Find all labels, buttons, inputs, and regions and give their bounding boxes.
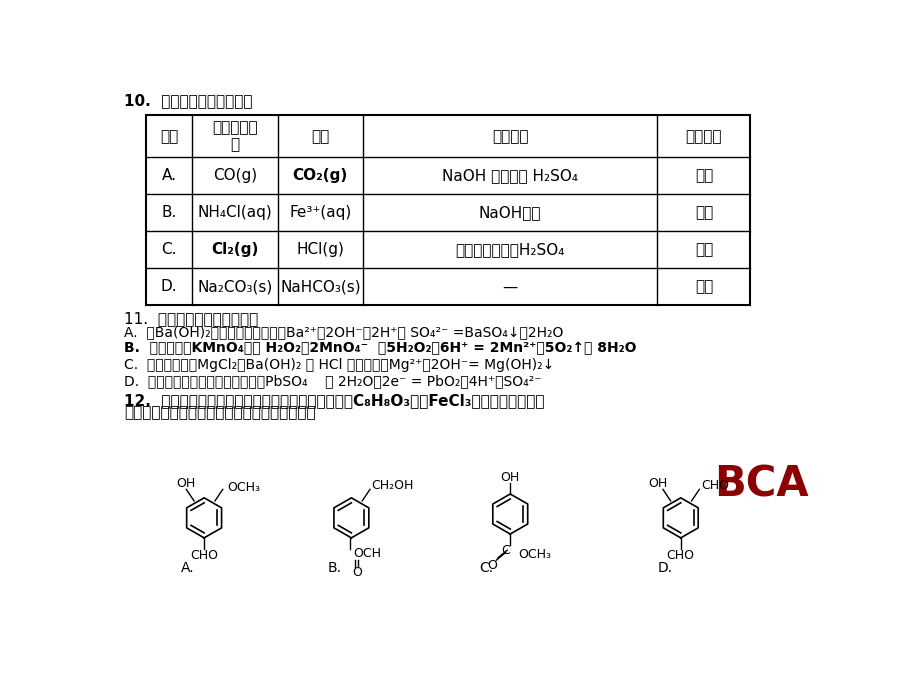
Text: 杂质: 杂质 [311, 129, 329, 144]
Text: CHO: CHO [190, 549, 218, 562]
Text: NaOH 溶液、浓 H₂SO₄: NaOH 溶液、浓 H₂SO₄ [442, 168, 578, 184]
Text: D.  铅酸蓄电池充电时的正极反应：PbSO₄    ＋ 2H₂O－2e⁻ = PbO₂＋4H⁺＋SO₄²⁻: D. 铅酸蓄电池充电时的正极反应：PbSO₄ ＋ 2H₂O－2e⁻ = PbO₂… [124, 374, 541, 388]
Text: B.: B. [162, 206, 176, 220]
Text: B.  酸性介质中KMnO₄氧化 H₂O₂：2MnO₄⁻  ＋5H₂O₂＋6H⁺ = 2Mn²⁺＋5O₂↑＋ 8H₂O: B. 酸性介质中KMnO₄氧化 H₂O₂：2MnO₄⁻ ＋5H₂O₂＋6H⁺ =… [124, 342, 636, 355]
Text: D.: D. [161, 279, 177, 295]
Text: Cl₂(g): Cl₂(g) [211, 242, 258, 257]
Text: B.: B. [328, 561, 342, 575]
Text: OH: OH [647, 477, 666, 491]
Text: 过滤: 过滤 [694, 206, 712, 220]
Text: 除杂试剂: 除杂试剂 [492, 129, 528, 144]
Text: 饱和食盐水、浓H₂SO₄: 饱和食盐水、浓H₂SO₄ [455, 242, 564, 257]
Text: C: C [501, 544, 509, 557]
Text: 洗气: 洗气 [694, 168, 712, 184]
Text: 选项: 选项 [160, 129, 178, 144]
Text: OCH₃: OCH₃ [227, 480, 260, 493]
Text: CO₂(g): CO₂(g) [292, 168, 347, 184]
Text: 10.  下列除杂方案错误的是: 10. 下列除杂方案错误的是 [124, 94, 253, 108]
Text: 11.  下列离子方程式错误的是: 11. 下列离子方程式错误的是 [124, 311, 258, 326]
Text: Fe³⁺(aq): Fe³⁺(aq) [289, 206, 351, 220]
Text: HCl(g): HCl(g) [296, 242, 344, 257]
Text: NaOH溶液: NaOH溶液 [479, 206, 541, 220]
Text: 洗气: 洗气 [694, 242, 712, 257]
Text: —: — [502, 279, 517, 295]
Text: O: O [487, 559, 497, 572]
Text: C.: C. [162, 242, 176, 257]
Text: 12.  从香荚豆中提取的一种芳香化合物，其分子式为C₈H₈O₃，遇FeCl₃溶液会呈现特征颜: 12. 从香荚豆中提取的一种芳香化合物，其分子式为C₈H₈O₃，遇FeCl₃溶液… [124, 393, 544, 408]
Text: CHO: CHO [666, 549, 694, 562]
Text: OCH₃: OCH₃ [517, 548, 550, 560]
Text: D.: D. [657, 561, 672, 575]
Text: CO(g): CO(g) [213, 168, 257, 184]
Text: NaHCO₃(s): NaHCO₃(s) [279, 279, 360, 295]
Text: A.  向Ba(OH)₂溶液中滴加稀硫酸：Ba²⁺＋2OH⁻＋2H⁺＋ SO₄²⁻ =BaSO₄↓＋2H₂O: A. 向Ba(OH)₂溶液中滴加稀硫酸：Ba²⁺＋2OH⁻＋2H⁺＋ SO₄²⁻… [124, 326, 563, 339]
Text: OH: OH [500, 471, 519, 484]
Text: BCA: BCA [713, 464, 808, 506]
Text: A.: A. [181, 561, 194, 575]
Text: 色，能发生银镜反应。该反应可能的结构简式是: 色，能发生银镜反应。该反应可能的结构简式是 [124, 406, 315, 420]
Text: 除杂方法: 除杂方法 [685, 129, 721, 144]
Text: A.: A. [162, 168, 176, 184]
Text: C.  等物质的量的MgCl₂、Ba(OH)₂ 和 HCl 溶液混合：Mg²⁺＋2OH⁻= Mg(OH)₂↓: C. 等物质的量的MgCl₂、Ba(OH)₂ 和 HCl 溶液混合：Mg²⁺＋2… [124, 357, 554, 372]
Text: Na₂CO₃(s): Na₂CO₃(s) [198, 279, 272, 295]
Bar [146, 115, 750, 306]
Text: 被提纯的物
质: 被提纯的物 质 [212, 120, 257, 152]
Text: O: O [351, 566, 361, 579]
Text: OH: OH [176, 477, 196, 491]
Text: OCH: OCH [353, 546, 380, 560]
Text: CH₂OH: CH₂OH [371, 479, 414, 492]
Text: 灼烧: 灼烧 [694, 279, 712, 295]
Text: NH₄Cl(aq): NH₄Cl(aq) [198, 206, 272, 220]
Text: C.: C. [479, 561, 493, 575]
Text: CHO: CHO [700, 479, 728, 492]
